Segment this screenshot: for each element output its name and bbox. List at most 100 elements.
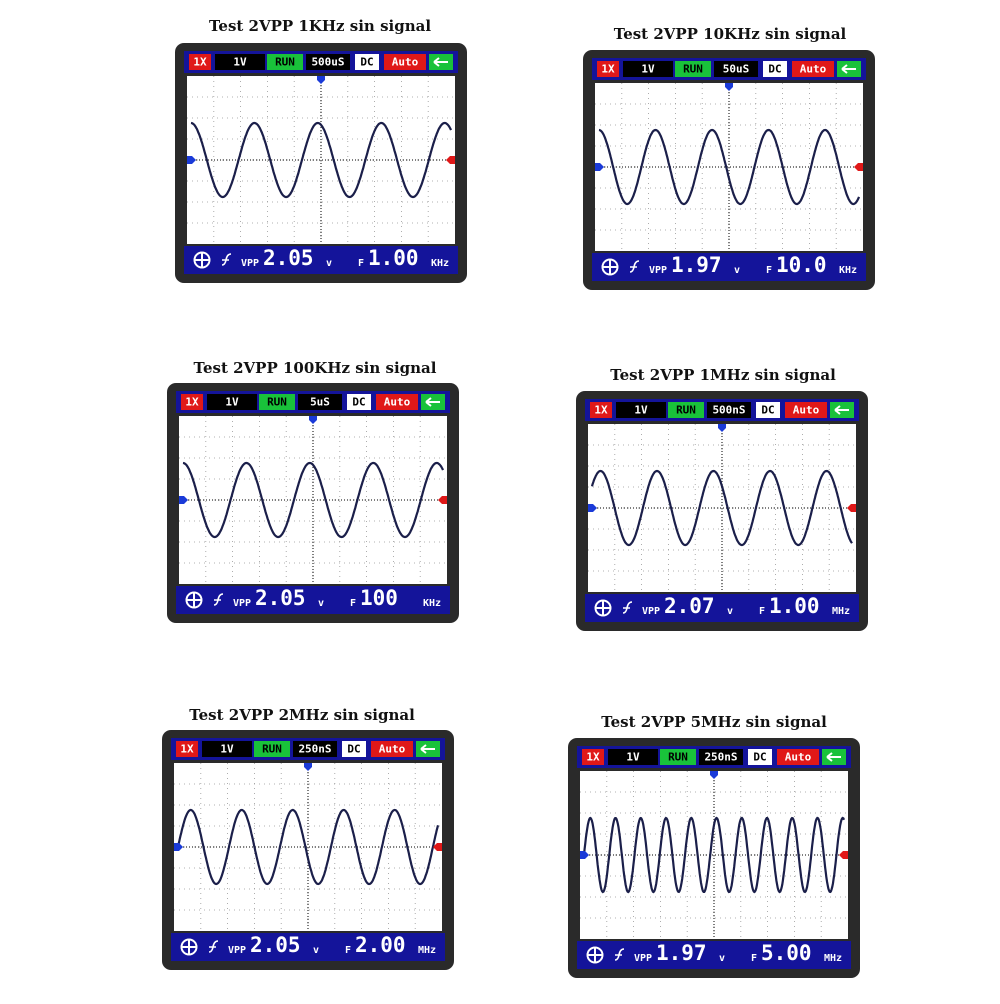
move-icon — [186, 592, 202, 608]
coupling-label: DC — [753, 751, 766, 764]
freq-label: F — [358, 258, 364, 269]
measure-bar — [171, 933, 445, 961]
coupling-label-box — [756, 402, 780, 418]
timebase-label: 500uS — [311, 56, 344, 69]
channel-marker — [580, 851, 589, 859]
timebase-label-box — [707, 402, 751, 418]
freq-value: 1.00 — [368, 246, 419, 270]
freq-value: 1.00 — [769, 594, 820, 618]
scope-panel: 1X 1V RUN 50uS DC Auto VPP 1.97 v F 10.0 KHz — [583, 50, 875, 290]
trigger-mode-box — [376, 394, 418, 410]
freq-label: F — [759, 606, 765, 617]
run-state-box — [267, 54, 303, 70]
volts-label-box — [215, 54, 265, 70]
vpp-value: 2.05 — [263, 246, 314, 270]
trigger-mode: Auto — [392, 56, 419, 69]
freq-label: F — [350, 598, 356, 609]
probe-label-box — [590, 402, 612, 418]
trigger-mode: Auto — [379, 743, 406, 756]
trigger-mode: Auto — [793, 404, 820, 417]
freq-unit: KHz — [423, 598, 441, 609]
coupling-label-box — [748, 749, 772, 765]
timebase-label: 250nS — [298, 743, 331, 756]
coupling-label: DC — [761, 404, 774, 417]
move-icon — [181, 939, 197, 955]
run-state-box — [675, 61, 711, 77]
trigger-marker — [718, 424, 726, 432]
freq-label: F — [751, 953, 757, 964]
timebase-label: 50uS — [723, 63, 750, 76]
timebase-label: 5uS — [310, 396, 330, 409]
edge-icon — [622, 601, 633, 614]
trigger-marker — [309, 416, 317, 424]
volts-label: 1V — [634, 404, 648, 417]
measure-bar — [184, 246, 458, 274]
vpp-label: VPP — [241, 258, 259, 269]
back-arrow-icon — [826, 752, 841, 762]
panel-title: Test 2VPP 5MHz sin signal — [601, 713, 827, 731]
waveform — [598, 128, 861, 206]
panel-title: Test 2VPP 1MHz sin signal — [610, 366, 836, 384]
run-state: RUN — [267, 396, 287, 409]
timebase-label-box — [293, 741, 337, 757]
edge-icon — [614, 948, 625, 961]
probe-label: 1X — [185, 396, 199, 409]
panel-title: Test 2VPP 2MHz sin signal — [189, 706, 415, 724]
coupling-label: DC — [347, 743, 360, 756]
panel-title: Test 2VPP 10KHz sin signal — [614, 25, 847, 43]
scope-panel: 1X 1V RUN 500uS DC Auto VPP 2.05 v F 1.00 KHz — [175, 43, 467, 283]
volts-label: 1V — [233, 56, 247, 69]
coupling-label: DC — [360, 56, 373, 69]
freq-value: 5.00 — [761, 941, 812, 965]
freq-unit: MHz — [418, 945, 436, 956]
measure-bar — [585, 594, 859, 622]
vpp-label: VPP — [634, 953, 652, 964]
timebase-label-box — [699, 749, 743, 765]
vpp-value: 1.97 — [656, 941, 707, 965]
move-icon — [602, 259, 618, 275]
scope-panel: 1X 1V RUN 500nS DC Auto VPP 2.07 v F 1.00 MHz — [576, 391, 868, 631]
coupling-label-box — [342, 741, 366, 757]
timebase-label: 500nS — [712, 404, 745, 417]
vpp-label: VPP — [649, 265, 667, 276]
run-state-box — [254, 741, 290, 757]
waveform — [176, 808, 440, 886]
measure-bar — [577, 941, 851, 969]
volts-label: 1V — [641, 63, 655, 76]
freq-unit: MHz — [832, 606, 850, 617]
coupling-label: DC — [352, 396, 365, 409]
volts-label: 1V — [220, 743, 234, 756]
trigger-mode: Auto — [384, 396, 411, 409]
back-arrow-icon — [425, 397, 440, 407]
probe-label: 1X — [594, 404, 608, 417]
trigger-marker — [725, 83, 733, 91]
coupling-label-box — [355, 54, 379, 70]
freq-unit: KHz — [431, 258, 449, 269]
volts-label: 1V — [225, 396, 239, 409]
coupling-label-box — [763, 61, 787, 77]
run-state: RUN — [275, 56, 295, 69]
vpp-unit: v — [326, 258, 332, 269]
trigger-marker — [710, 771, 718, 779]
scope-panel: 1X 1V RUN 5uS DC Auto VPP 2.05 v F 100 KHz — [167, 383, 459, 623]
trigger-marker — [317, 76, 325, 84]
timebase-label-box — [298, 394, 342, 410]
scope-panel: 1X 1V RUN 250nS DC Auto VPP 2.05 v F 2.00 MHz — [162, 730, 454, 970]
back-arrow-icon — [433, 57, 448, 67]
level-marker — [847, 504, 856, 512]
freq-value: 2.00 — [355, 933, 406, 957]
trigger-mode: Auto — [800, 63, 827, 76]
run-state-box — [259, 394, 295, 410]
timebase-label-box — [714, 61, 758, 77]
channel-marker — [187, 156, 196, 164]
vpp-value: 2.07 — [664, 594, 715, 618]
vpp-unit: v — [313, 945, 319, 956]
vpp-unit: v — [719, 953, 725, 964]
freq-value: 10.0 — [776, 253, 827, 277]
trigger-mode-box — [371, 741, 413, 757]
level-marker — [446, 156, 455, 164]
probe-label: 1X — [586, 751, 600, 764]
probe-label: 1X — [601, 63, 615, 76]
edge-icon — [213, 593, 224, 606]
timebase-label-box — [306, 54, 350, 70]
